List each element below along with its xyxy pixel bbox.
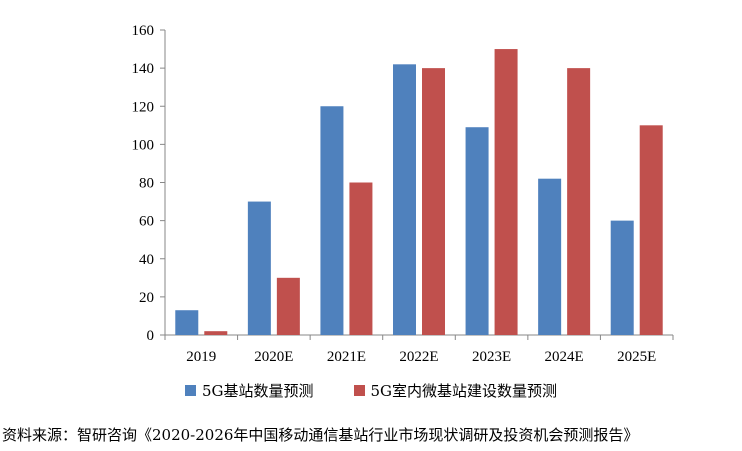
x-tick-label: 2021E (327, 349, 366, 365)
x-tick-label: 2025E (617, 349, 656, 365)
legend-swatch-red (353, 385, 365, 396)
x-tick-label: 2023E (472, 349, 511, 365)
bar-base-stations (610, 220, 634, 335)
bar-indoor-micro (349, 182, 373, 335)
y-tick-label: 140 (132, 61, 155, 77)
bar-indoor-micro (639, 125, 663, 335)
legend-label-indoor-micro: 5G室内微基站建设数量预测 (370, 382, 558, 400)
legend-item-indoor-micro: 5G室内微基站建设数量预测 (353, 380, 558, 401)
x-tick-label: 2022E (399, 349, 438, 365)
y-tick-label: 20 (139, 290, 154, 306)
source-note: 资料来源：智研咨询《2020-2026年中国移动通信基站行业市场现状调研及投资机… (2, 426, 639, 444)
legend-item-base-stations: 5G基站数量预测 (184, 380, 314, 401)
x-tick-label: 2024E (545, 349, 584, 365)
y-tick-label: 40 (139, 252, 154, 268)
bar-base-stations (393, 64, 416, 335)
bar-indoor-micro (422, 68, 445, 335)
bar-chart: 0 20 40 60 80 100 120 140 160 2019 2020E 2021E 2022… (132, 23, 674, 365)
y-tick-label: 120 (132, 99, 155, 115)
bar-indoor-micro (567, 68, 591, 335)
x-tick-label: 2019 (186, 349, 216, 365)
x-tick-label: 2020E (254, 349, 293, 365)
legend: 5G基站数量预测 5G室内微基站建设数量预测 (0, 380, 742, 401)
bars (175, 49, 663, 335)
y-axis: 0 20 40 60 80 100 120 140 160 (132, 23, 166, 344)
bar-indoor-micro (276, 277, 300, 335)
legend-swatch-blue (184, 385, 196, 396)
bar-base-stations (175, 310, 199, 335)
x-axis: 2019 2020E 2021E 2022E 2023E 2024E 2025E (164, 334, 674, 365)
bar-indoor-micro (204, 331, 228, 335)
bar-base-stations (320, 106, 344, 335)
bar-indoor-micro (494, 49, 518, 335)
bar-base-stations (465, 127, 489, 335)
bar-base-stations (247, 201, 271, 335)
bar-base-stations (538, 178, 562, 335)
y-tick-label: 0 (147, 328, 155, 344)
y-tick-label: 80 (139, 176, 154, 192)
y-tick-label: 100 (132, 137, 155, 153)
legend-label-base-stations: 5G基站数量预测 (201, 382, 314, 400)
y-tick-label: 160 (132, 23, 155, 39)
y-tick-label: 60 (139, 214, 154, 230)
